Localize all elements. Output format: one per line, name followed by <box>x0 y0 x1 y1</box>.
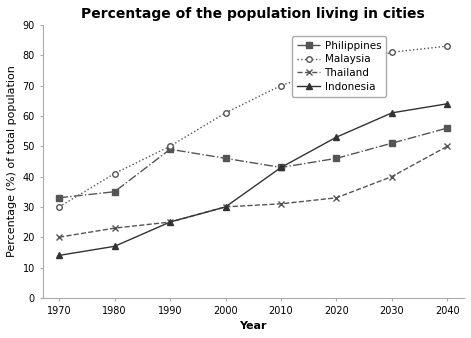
X-axis label: Year: Year <box>240 321 267 331</box>
Legend: Philippines, Malaysia, Thailand, Indonesia: Philippines, Malaysia, Thailand, Indones… <box>292 35 386 97</box>
Y-axis label: Percentage (%) of total population: Percentage (%) of total population <box>7 66 17 257</box>
Title: Percentage of the population living in cities: Percentage of the population living in c… <box>81 7 425 21</box>
